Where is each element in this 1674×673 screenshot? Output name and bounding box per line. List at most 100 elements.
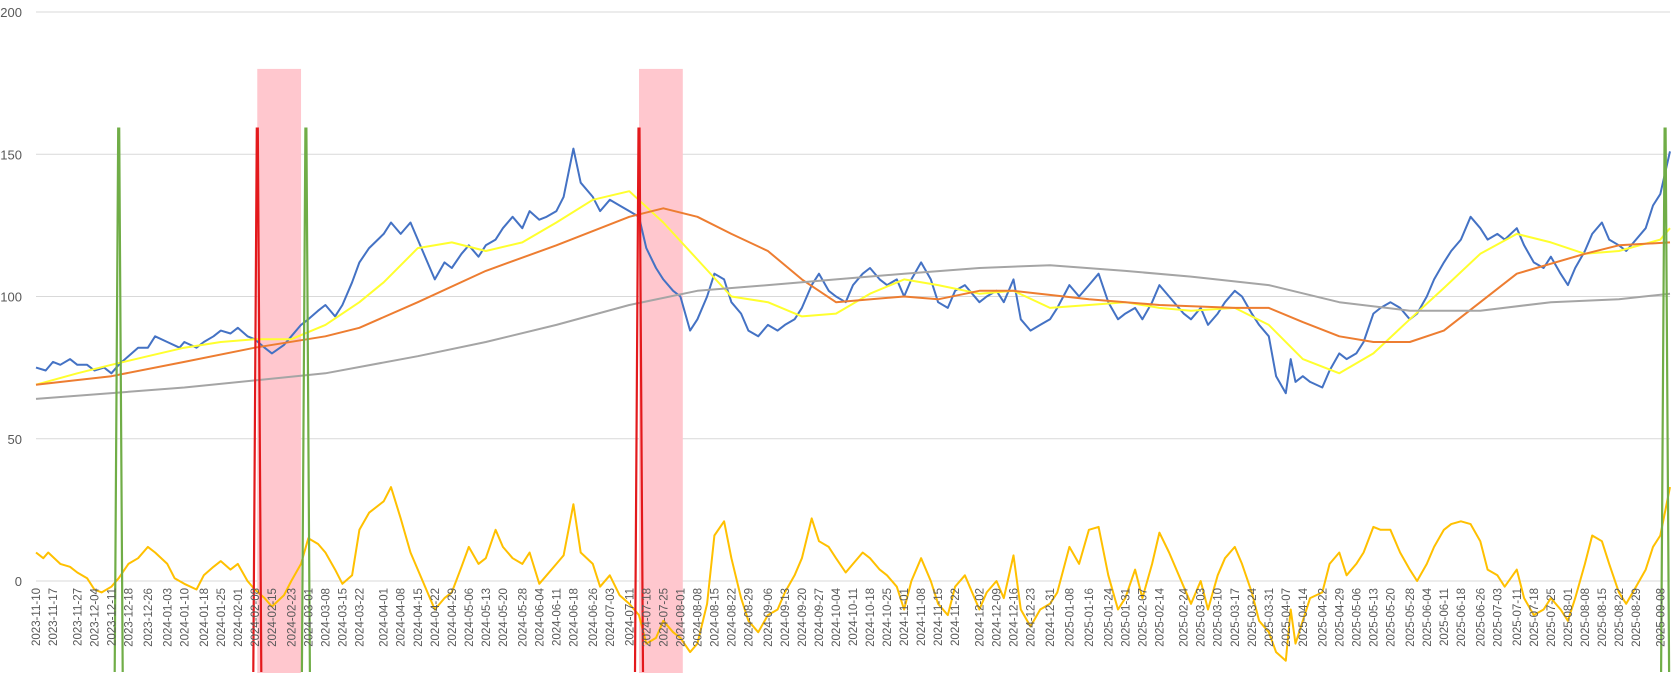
x-tick-label: 2024-06-04: [534, 587, 546, 646]
x-tick-label: 2025-04-29: [1334, 588, 1346, 647]
x-tick-label: 2025-03-24: [1247, 587, 1259, 646]
y-tick-label: 0: [15, 574, 22, 589]
buy-signal-line: [300, 127, 311, 673]
x-tick-label: 2024-01-10: [179, 588, 191, 647]
x-tick-label: 2025-01-24: [1103, 587, 1115, 646]
y-axis-tick-labels: 0 50 100 150 200: [0, 5, 22, 589]
x-tick-label: 2024-08-29: [743, 588, 755, 647]
x-tick-label: 2025-02-14: [1154, 587, 1166, 646]
x-tick-label: 2025-08-22: [1614, 588, 1626, 647]
x-tick-label: 2024-10-25: [882, 588, 894, 647]
x-tick-label: 2024-11-15: [933, 588, 945, 646]
x-tick-label: 2025-01-31: [1120, 588, 1132, 647]
x-tick-label: 2024-01-03: [162, 588, 174, 647]
x-tick-label: 2024-05-20: [498, 588, 510, 647]
buy-signal-line: [113, 127, 124, 673]
x-tick-label: 2025-03-03: [1196, 588, 1208, 647]
x-tick-label: 2025-05-13: [1368, 588, 1380, 647]
x-tick-label: 2024-12-23: [1026, 588, 1038, 647]
x-tick-label: 2025-05-28: [1405, 588, 1417, 647]
x-tick-label: 2024-12-02: [974, 588, 986, 647]
x-tick-label: 2025-03-17: [1230, 588, 1242, 647]
x-tick-label: 2023-11-17: [48, 588, 60, 646]
x-tick-label: 2025-05-20: [1385, 588, 1397, 647]
x-tick-label: 2024-08-15: [709, 588, 721, 647]
x-tick-label: 2025-04-14: [1298, 587, 1310, 646]
signal-lines: [113, 127, 1671, 673]
x-tick-label: 2023-11-10: [31, 588, 43, 646]
x-tick-label: 2025-08-29: [1631, 588, 1643, 647]
x-tick-label: 2024-04-29: [447, 588, 459, 647]
x-tick-label: 2024-07-03: [605, 588, 617, 647]
shaded-region: [257, 68, 302, 673]
x-tick-label: 2024-05-06: [464, 588, 476, 647]
y-tick-label: 100: [0, 290, 22, 305]
x-tick-label: 2024-01-18: [199, 588, 211, 647]
x-tick-label: 2024-12-09: [992, 588, 1004, 647]
x-tick-label: 2024-03-15: [337, 588, 349, 647]
x-tick-label: 2024-04-01: [379, 588, 391, 647]
x-tick-label: 2024-02-15: [267, 588, 279, 647]
x-tick-label: 2024-03-01: [303, 588, 315, 647]
x-tick-label: 2024-11-22: [950, 588, 962, 646]
x-tick-label: 2024-03-08: [320, 588, 332, 647]
x-tick-label: 2023-12-04: [89, 587, 101, 646]
x-tick-label: 2024-03-22: [354, 588, 366, 647]
x-tick-label: 2024-09-20: [797, 588, 809, 647]
series-line: [35, 190, 1671, 386]
x-tick-label: 2024-07-25: [658, 588, 670, 647]
x-tick-label: 2023-12-11: [106, 588, 118, 646]
x-tick-label: 2025-07-11: [1512, 588, 1524, 646]
x-tick-label: 2024-02-23: [286, 588, 298, 647]
x-tick-label: 2024-10-11: [848, 588, 860, 646]
x-tick-label: 2025-02-07: [1137, 588, 1149, 647]
x-tick-label: 2025-04-22: [1317, 588, 1329, 647]
x-tick-label: 2025-07-25: [1546, 588, 1558, 647]
x-tick-label: 2025-03-10: [1213, 588, 1225, 647]
x-axis-tick-labels: 2023-11-10 2023-11-17 2023-11-27 2023-12-04…: [31, 587, 1667, 647]
x-tick-label: 2025-06-18: [1456, 588, 1468, 647]
x-tick-label: 2024-09-27: [814, 588, 826, 647]
x-tick-label: 2024-10-04: [831, 587, 843, 646]
x-tick-label: 2024-11-08: [916, 588, 928, 646]
x-tick-label: 2025-08-15: [1597, 588, 1609, 647]
x-tick-label: 2023-12-26: [143, 588, 155, 647]
x-tick-label: 2024-08-08: [692, 588, 704, 647]
series-line: [35, 264, 1671, 400]
y-tick-label: 200: [0, 5, 22, 20]
x-tick-label: 2024-01-25: [216, 588, 228, 647]
x-tick-label: 2024-05-13: [481, 588, 493, 647]
y-tick-label: 150: [0, 147, 22, 162]
x-tick-label: 2024-12-31: [1045, 588, 1057, 647]
x-tick-label: 2025-07-03: [1492, 588, 1504, 647]
x-tick-label: 2023-11-27: [72, 588, 84, 646]
x-tick-label: 2024-06-26: [588, 588, 600, 647]
x-tick-label: 2024-09-13: [780, 588, 792, 647]
x-tick-label: 2025-09-08: [1655, 588, 1667, 647]
x-tick-label: 2023-12-18: [123, 588, 135, 647]
x-tick-label: 2025-01-08: [1064, 588, 1076, 647]
x-tick-label: 2024-11-01: [899, 588, 911, 646]
x-tick-label: 2025-06-26: [1475, 588, 1487, 647]
x-tick-label: 2024-04-15: [413, 588, 425, 647]
x-tick-label: 2025-08-08: [1580, 588, 1592, 647]
x-tick-label: 2024-02-01: [233, 588, 245, 647]
y-tick-label: 50: [8, 432, 22, 447]
x-tick-label: 2024-05-28: [517, 588, 529, 647]
x-tick-label: 2025-02-24: [1179, 587, 1191, 646]
x-tick-label: 2024-02-08: [250, 588, 262, 647]
x-tick-label: 2025-03-31: [1264, 588, 1276, 647]
x-tick-label: 2024-10-18: [865, 588, 877, 647]
x-tick-label: 2024-04-22: [430, 588, 442, 647]
sell-signal-line: [252, 127, 263, 673]
x-tick-label: 2024-08-22: [726, 588, 738, 647]
x-tick-label: 2025-06-11: [1439, 588, 1451, 646]
x-tick-label: 2025-08-01: [1563, 588, 1575, 647]
x-tick-label: 2024-07-11: [624, 588, 636, 646]
x-tick-label: 2024-07-18: [641, 588, 653, 647]
x-tick-label: 2024-12-16: [1009, 588, 1021, 647]
x-tick-label: 2024-09-06: [763, 588, 775, 647]
x-tick-label: 2025-04-07: [1281, 588, 1293, 647]
